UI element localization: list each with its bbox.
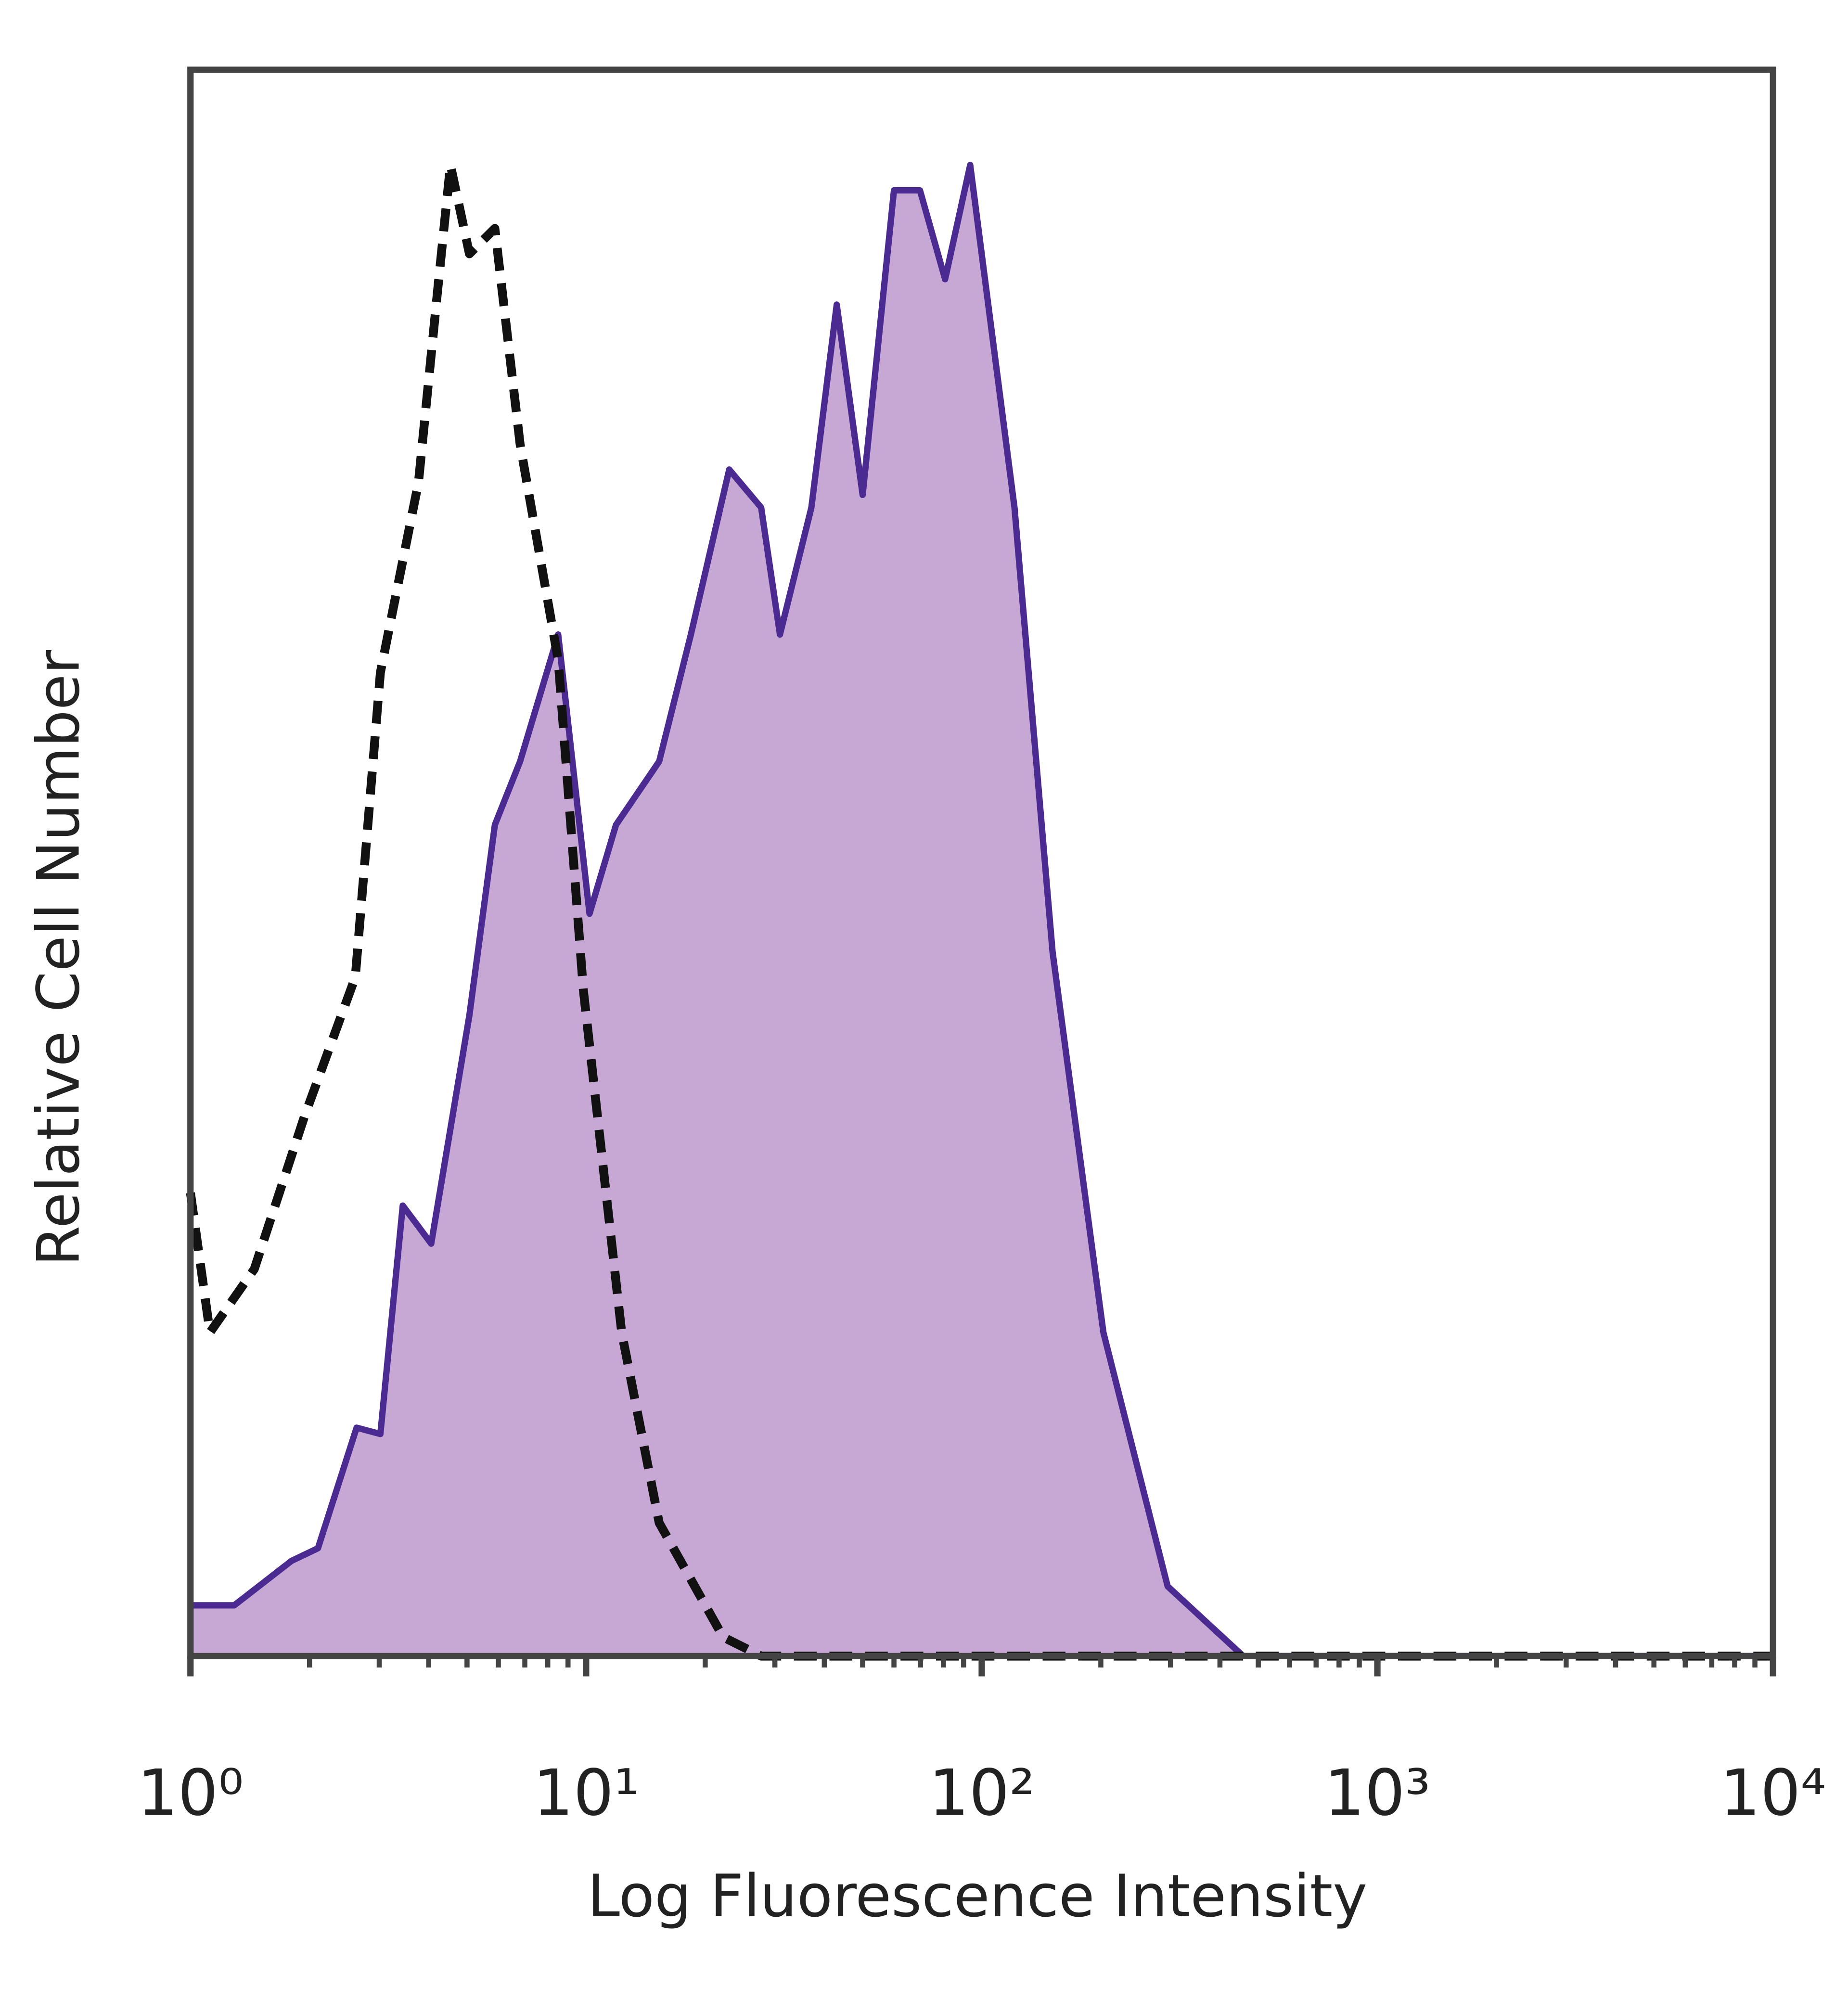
x-tick-label: 10² bbox=[929, 1756, 1035, 1830]
histogram-line bbox=[190, 162, 1773, 1659]
x-tick-label: 10³ bbox=[1324, 1756, 1431, 1830]
x-tick-label: 10⁴ bbox=[1720, 1756, 1826, 1830]
y-axis-label: Relative Cell Number bbox=[25, 650, 93, 1266]
x-axis-label: Log Fluorescence Intensity bbox=[587, 1862, 1367, 1930]
x-tick-label: 10¹ bbox=[533, 1756, 640, 1830]
x-tick-label: 10⁰ bbox=[137, 1756, 244, 1830]
histogram-line bbox=[186, 160, 1773, 1661]
area bbox=[190, 165, 1773, 1656]
